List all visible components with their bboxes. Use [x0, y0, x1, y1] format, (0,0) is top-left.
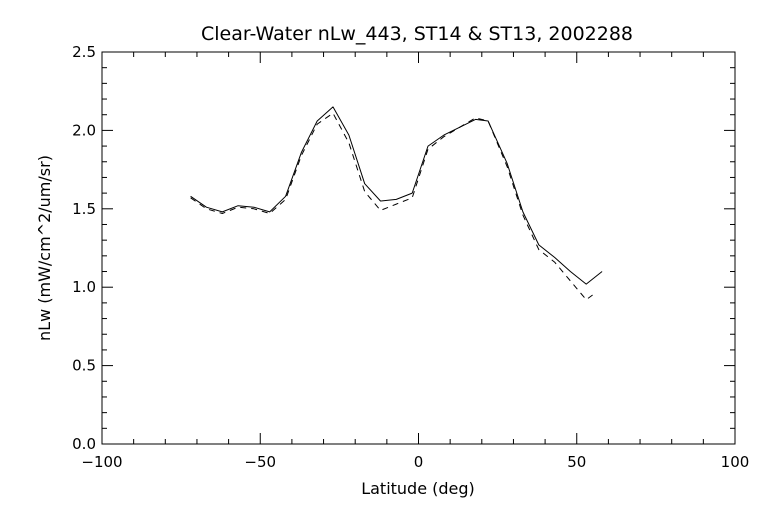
x-tick-label: −100	[81, 453, 122, 471]
x-tick-label: 0	[414, 453, 424, 471]
series-lines	[190, 106, 603, 301]
y-tick-label: 1.0	[72, 278, 96, 296]
y-tick-label: 0.5	[72, 357, 96, 375]
x-tick-label: 50	[567, 453, 586, 471]
y-tick-label: 2.5	[72, 43, 96, 61]
plot-frame	[101, 51, 736, 445]
x-axis-label: Latitude (deg)	[361, 479, 475, 498]
series-line-dashed	[190, 112, 593, 301]
y-tick-label: 1.5	[72, 200, 96, 218]
y-tick-label: 2.0	[72, 121, 96, 139]
axis-ticks: −100 −50 0 50 100 0.0 0.5 1.0 1.5 2.0 2.5	[72, 43, 749, 471]
chart-title: Clear-Water nLw_443, ST14 & ST13, 200228…	[201, 23, 633, 45]
y-axis-label: nLw (mW/cm^2/um/sr)	[35, 155, 54, 341]
x-tick-label: 100	[721, 453, 750, 471]
series-line-solid	[190, 106, 603, 285]
y-tick-label: 0.0	[72, 435, 96, 453]
x-tick-label: −50	[244, 453, 276, 471]
